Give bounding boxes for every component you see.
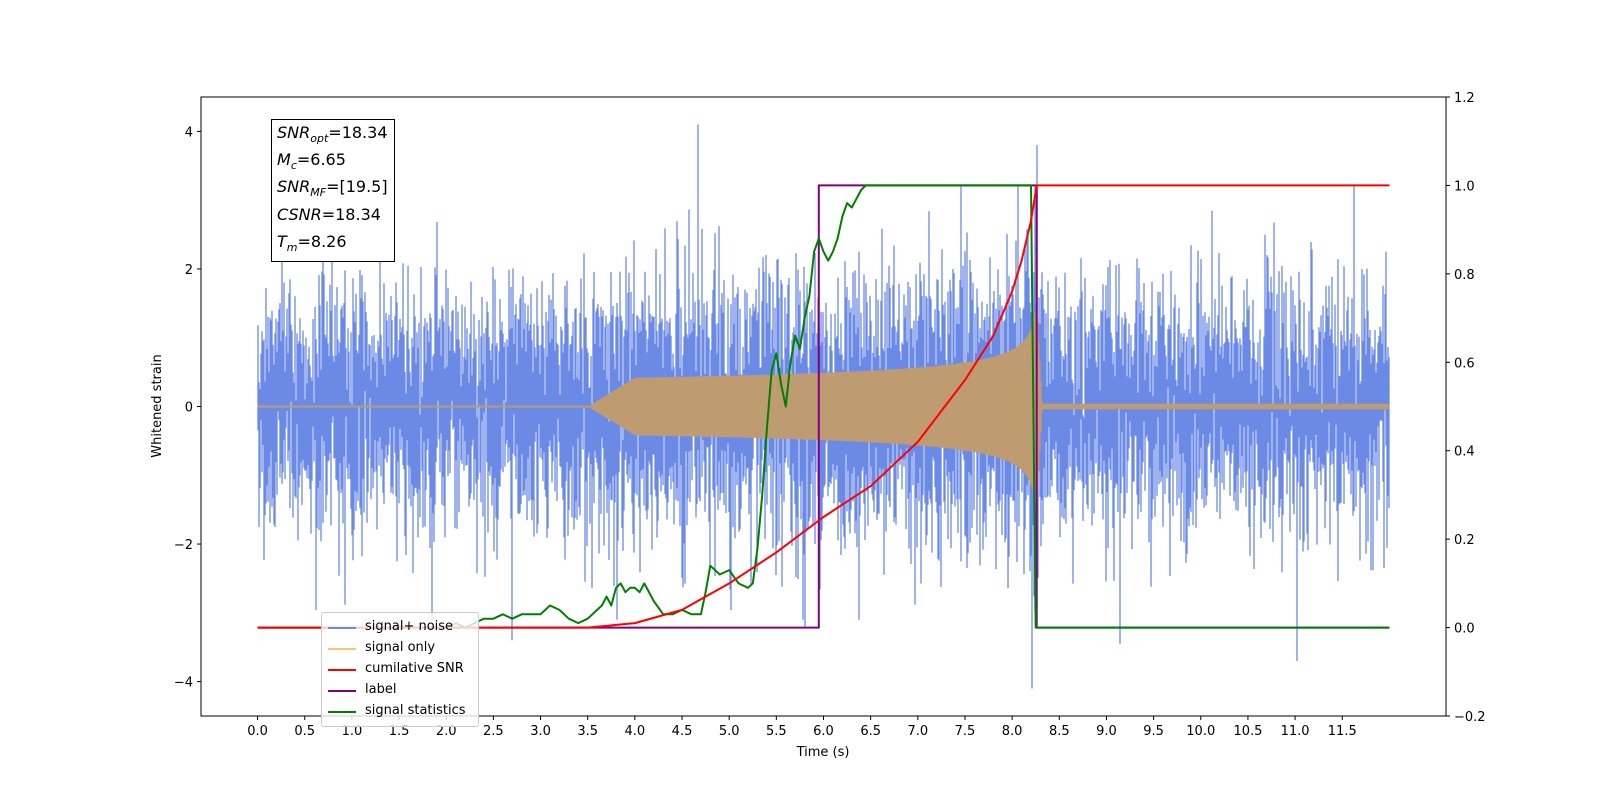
legend-item-cumulative-snr: cumilative SNR	[322, 659, 478, 680]
x-tick-label: 0.5	[294, 724, 315, 739]
x-tick-label: 0.0	[247, 724, 268, 739]
legend-item-signal-noise: signal+ noise	[322, 617, 478, 638]
x-tick-label: 8.5	[1049, 724, 1070, 739]
y-tick-label: 0	[185, 401, 193, 416]
x-tick-label: 2.0	[436, 724, 457, 739]
y-axis-ticks: 4 2 0 −2 −4	[174, 125, 201, 691]
signal-only-line	[257, 303, 1390, 510]
legend-label: signal only	[365, 640, 436, 655]
x-tick-label: 10.5	[1233, 724, 1262, 739]
x-tick-label: 1.0	[342, 724, 363, 739]
y-tick-label: −2	[174, 538, 193, 553]
x-tick-label: 10.0	[1186, 724, 1215, 739]
x-tick-label: 1.5	[389, 724, 410, 739]
annotation-snr-mf: SNRMF=[19.5]	[277, 177, 388, 200]
x-tick-label: 7.5	[955, 724, 976, 739]
legend-item-signal-statistics: signal statistics	[322, 701, 478, 722]
y-tick-label: −4	[174, 676, 193, 691]
legend-label: cumilative SNR	[365, 661, 464, 676]
annotation-tm: Tm=8.26	[277, 231, 347, 254]
annotation-mc: Mc=6.65	[277, 150, 346, 173]
y-tick-label: 4	[185, 125, 193, 140]
x-tick-label: 11.5	[1328, 724, 1357, 739]
annotation-csnr: CSNR=18.34	[277, 204, 381, 224]
x-tick-label: 4.0	[625, 724, 646, 739]
y2-tick-label: 0.4	[1454, 445, 1475, 460]
x-tick-label: 9.0	[1096, 724, 1117, 739]
x-tick-label: 5.5	[766, 724, 787, 739]
y2-tick-label: 0.6	[1454, 356, 1475, 371]
series-signal-only	[257, 303, 1390, 510]
legend-label: signal+ noise	[365, 619, 454, 634]
right-axis-series	[257, 184, 1390, 629]
y2-tick-label: 1.2	[1454, 91, 1475, 106]
y2-tick-label: 0.0	[1454, 622, 1475, 637]
legend-swatch	[328, 690, 356, 692]
x-axis-label: Time (s)	[796, 745, 850, 760]
x-tick-label: 8.0	[1002, 724, 1023, 739]
x-tick-label: 4.5	[672, 724, 693, 739]
y2-tick-label: −0.2	[1454, 710, 1486, 725]
legend-swatch	[328, 627, 356, 629]
y-tick-label: 2	[185, 263, 193, 278]
legend-item-signal-only: signal only	[322, 638, 478, 659]
y2-tick-label: 0.2	[1454, 533, 1475, 548]
legend-swatch	[328, 648, 356, 650]
x-tick-label: 3.0	[530, 724, 551, 739]
legend-swatch	[328, 711, 356, 713]
x-tick-label: 9.5	[1143, 724, 1164, 739]
legend-swatch	[328, 669, 356, 671]
x-tick-label: 11.0	[1281, 724, 1310, 739]
cumulative-snr-line	[257, 184, 1390, 629]
stats-annotation-box: SNRopt=18.34 Mc=6.65 SNRMF=[19.5] CSNR=1…	[271, 119, 395, 262]
legend-item-label: label	[322, 680, 478, 701]
legend: signal+ noise signal only cumilative SNR…	[321, 612, 479, 727]
x-tick-label: 3.5	[577, 724, 598, 739]
x-axis-ticks: 0.0 0.5 1.0 1.5 2.0 2.5 3.0 3.5 4.0 4.5 5.0 5.5 6.0 6…	[247, 716, 1357, 739]
y-axis-label: Whitened strain	[150, 354, 165, 457]
legend-label: signal statistics	[365, 703, 466, 718]
y2-axis-ticks: 1.2 1.0 0.8 0.6 0.4 0.2 0.0 −0.2	[1446, 91, 1486, 725]
y2-tick-label: 1.0	[1454, 179, 1475, 194]
x-tick-label: 2.5	[483, 724, 504, 739]
x-tick-label: 7.0	[907, 724, 928, 739]
legend-label: label	[365, 682, 397, 697]
x-tick-label: 6.0	[813, 724, 834, 739]
x-tick-label: 6.5	[860, 724, 881, 739]
y2-tick-label: 0.8	[1454, 268, 1475, 283]
x-tick-label: 5.0	[719, 724, 740, 739]
annotation-snr-opt: SNRopt=18.34	[277, 123, 388, 146]
signal-statistics-line	[257, 184, 1390, 629]
